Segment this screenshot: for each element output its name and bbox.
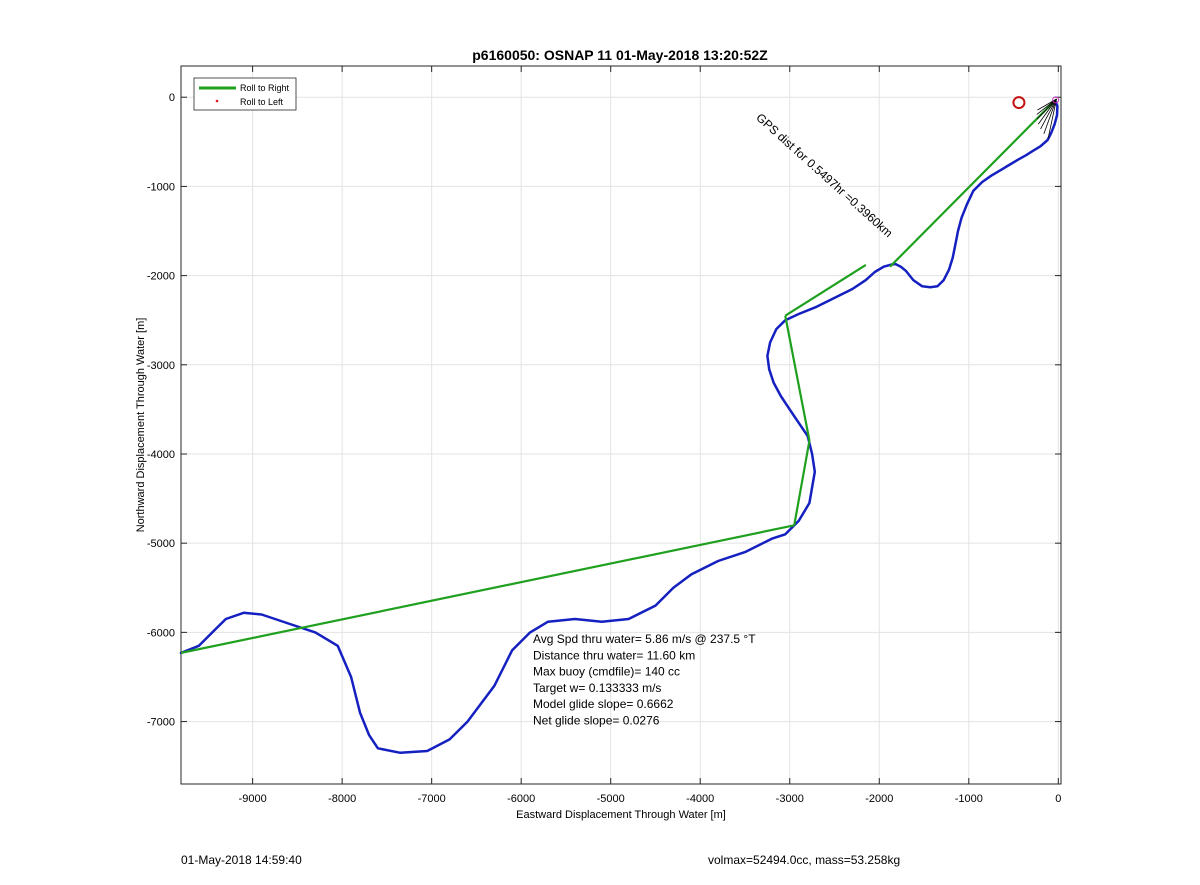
footer-timestamp: 01-May-2018 14:59:40 [181, 853, 302, 867]
series-roll-right-segment [784, 315, 811, 441]
current-vector [1043, 98, 1057, 134]
x-tick-label: -2000 [865, 793, 893, 805]
y-tick-label: 0 [169, 92, 175, 104]
stats-annotation-line: Model glide slope= 0.6662 [533, 697, 674, 711]
x-tick-label: -8000 [328, 793, 356, 805]
y-axis-label: Northward Displacement Through Water [m] [135, 318, 147, 533]
y-tick-label: -5000 [147, 538, 175, 550]
plot-area [180, 65, 1062, 785]
x-tick-label: 0 [1055, 793, 1061, 805]
current-vector [1037, 98, 1057, 111]
x-tick-label: -5000 [597, 793, 625, 805]
x-axis-label: Eastward Displacement Through Water [m] [516, 809, 726, 821]
gps-position-marker [1012, 96, 1026, 110]
series-glider-track [179, 100, 1059, 755]
x-tick-label: -9000 [239, 793, 267, 805]
x-tick-label: -7000 [418, 793, 446, 805]
chart-title: p6160050: OSNAP 11 01-May-2018 13:20:52Z [472, 47, 768, 63]
legend: Roll to Right Roll to Left [193, 77, 297, 111]
stats-annotation-line: Net glide slope= 0.0276 [533, 714, 660, 728]
y-tick-label: -7000 [147, 717, 175, 729]
footer-volmax-mass: volmax=52494.0cc, mass=53.258kg [708, 853, 901, 867]
annotations: Avg Spd thru water= 5.86 m/s @ 237.5 °T D… [533, 110, 895, 727]
current-vector [1037, 98, 1057, 125]
x-tick-label: -3000 [776, 793, 804, 805]
stats-annotation-line: Avg Spd thru water= 5.86 m/s @ 237.5 °T [533, 632, 756, 646]
y-tick-label: -4000 [147, 449, 175, 461]
stats-annotation-line: Max buoy (cmdfile)= 140 cc [533, 665, 680, 679]
x-tick-label: -1000 [955, 793, 983, 805]
x-tick-label: -4000 [686, 793, 714, 805]
current-vector [1040, 98, 1057, 130]
current-vector [1047, 98, 1057, 139]
x-tick-label: -6000 [507, 793, 535, 805]
y-tick-label: -1000 [147, 181, 175, 193]
start-marker [1052, 96, 1060, 104]
axis-ticks: -9000 -8000 -7000 -6000 -5000 -4000 -3000 -2000… [147, 66, 1061, 805]
legend-dot-roll-left [215, 99, 219, 103]
series-roll-right-segment [793, 440, 811, 526]
data-layer [179, 96, 1060, 755]
gps-distance-annotation: GPS dist for 0.5497hr =0.3960km [753, 110, 895, 240]
series-roll-right-segment [784, 263, 867, 317]
series-roll-right-segment [889, 100, 1055, 268]
legend-label-roll-right: Roll to Right [240, 83, 290, 93]
stats-annotation-line: Target w= 0.133333 m/s [533, 681, 661, 695]
y-tick-label: -2000 [147, 271, 175, 283]
legend-box [193, 77, 297, 111]
grid [181, 66, 1061, 784]
stats-annotation-line: Distance thru water= 11.60 km [533, 648, 695, 662]
y-tick-label: -6000 [147, 627, 175, 639]
series-roll-right-segment [180, 524, 795, 654]
y-tick-label: -3000 [147, 360, 175, 372]
legend-label-roll-left: Roll to Left [240, 97, 284, 107]
